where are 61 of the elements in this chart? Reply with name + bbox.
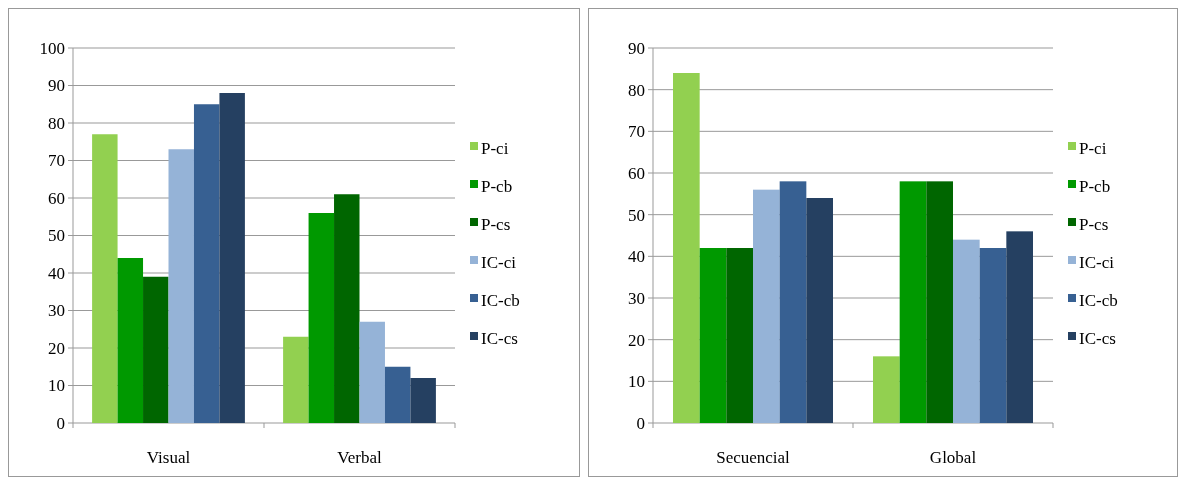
bar (193, 104, 220, 423)
y-tick-label: 40 (48, 263, 65, 283)
x-tick-label: Visual (146, 448, 191, 467)
y-tick-label: 30 (48, 301, 65, 321)
bar (873, 356, 900, 423)
y-tick-label: 20 (628, 330, 645, 350)
legend-label: IC-cb (1079, 290, 1118, 310)
bar (117, 258, 144, 423)
y-tick-label: 40 (628, 247, 645, 267)
bar (219, 93, 245, 423)
bar (699, 248, 727, 423)
legend-label: IC-ci (1079, 252, 1115, 272)
legend-label: P-cb (1079, 176, 1111, 196)
legend-label: P-cb (481, 176, 513, 196)
legend-label: P-cs (1079, 214, 1109, 234)
bar (410, 378, 436, 423)
y-tick-label: 70 (48, 151, 65, 171)
y-tick-label: 100 (39, 38, 65, 58)
bar (926, 181, 953, 423)
y-tick-label: 80 (48, 113, 65, 133)
bar (953, 239, 980, 423)
y-tick-label: 90 (628, 38, 645, 58)
bar (334, 194, 360, 423)
y-tick-label: 60 (48, 188, 65, 208)
y-tick-label: 20 (48, 338, 65, 358)
y-tick-label: 80 (628, 80, 645, 100)
bar (143, 276, 169, 423)
y-tick-label: 50 (628, 205, 645, 225)
bar (359, 321, 385, 423)
bar (283, 336, 309, 423)
y-tick-label: 10 (628, 372, 645, 392)
y-tick-label: 0 (56, 413, 65, 433)
legend-label: P-ci (1079, 138, 1107, 158)
bar (753, 189, 780, 423)
x-tick-label: Global (929, 448, 977, 467)
bar (726, 248, 753, 423)
legend-label: P-cs (481, 214, 511, 234)
y-tick-label: 70 (628, 122, 645, 142)
bar (779, 181, 807, 423)
y-tick-label: 10 (48, 376, 65, 396)
legend-label: IC-cs (1079, 328, 1116, 348)
bar (806, 198, 833, 423)
y-tick-label: 60 (628, 163, 645, 183)
bar (1006, 231, 1033, 423)
bar (308, 213, 335, 423)
legend-label: IC-cs (481, 328, 518, 348)
y-tick-label: 30 (628, 288, 645, 308)
legend-label: IC-ci (481, 252, 517, 272)
x-tick-label: Secuencial (716, 448, 791, 467)
y-tick-label: 0 (636, 413, 645, 433)
bar (384, 366, 411, 423)
bar (979, 248, 1007, 423)
bar (168, 149, 194, 423)
bar (673, 73, 700, 423)
legend-label: P-ci (481, 138, 509, 158)
x-tick-label: Verbal (337, 448, 382, 467)
y-tick-label: 50 (48, 226, 65, 246)
y-tick-label: 90 (48, 76, 65, 96)
legend-label: IC-cb (481, 290, 520, 310)
bar (92, 134, 118, 423)
bar (899, 181, 927, 423)
